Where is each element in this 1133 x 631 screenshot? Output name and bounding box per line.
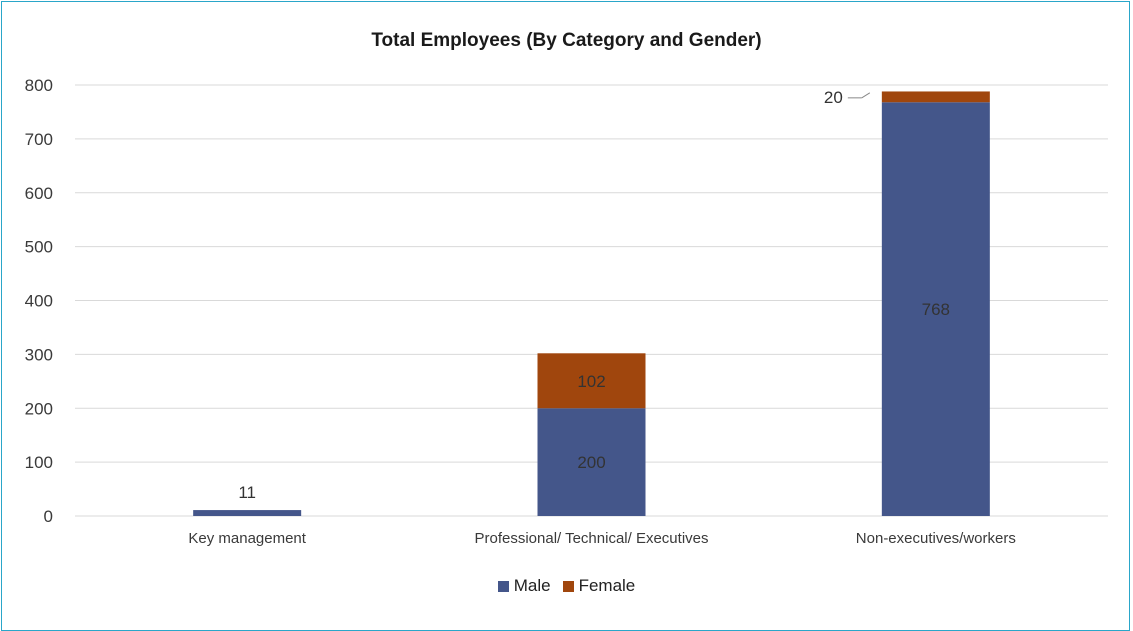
- data-label: 768: [922, 300, 950, 319]
- y-tick-label: 500: [25, 238, 53, 257]
- x-category-label: Non-executives/workers: [856, 530, 1016, 547]
- y-tick-label: 800: [25, 76, 53, 95]
- y-tick-label: 300: [25, 345, 53, 364]
- data-label: 20: [824, 88, 843, 107]
- bar-female-1: [537, 353, 646, 409]
- x-category-label: Key management: [188, 530, 306, 547]
- legend-swatch-male: [497, 580, 509, 592]
- leader-line: [861, 92, 871, 99]
- legend-label-female: Female: [578, 576, 636, 595]
- bar-female-2: [881, 91, 990, 103]
- y-tick-label: 600: [25, 184, 53, 203]
- bar-male-0: [193, 510, 302, 516]
- chart-legend: Male Female: [0, 576, 1133, 596]
- data-label: 102: [577, 372, 605, 391]
- y-tick-label: 100: [25, 453, 53, 472]
- bar-male-1: [537, 408, 646, 516]
- data-label: 11: [238, 483, 256, 502]
- legend-item-male: Male: [497, 576, 551, 596]
- x-category-label: Professional/ Technical/ Executives: [474, 530, 708, 547]
- legend-swatch-female: [562, 580, 574, 592]
- chart-title: Total Employees (By Category and Gender): [371, 30, 762, 51]
- y-tick-label: 400: [25, 292, 53, 311]
- legend-item-female: Female: [562, 576, 636, 596]
- y-tick-label: 0: [44, 507, 53, 526]
- data-label: 200: [577, 453, 605, 472]
- y-tick-label: 700: [25, 130, 53, 149]
- y-tick-label: 200: [25, 399, 53, 418]
- legend-label-male: Male: [513, 576, 551, 595]
- bar-male-2: [881, 102, 990, 517]
